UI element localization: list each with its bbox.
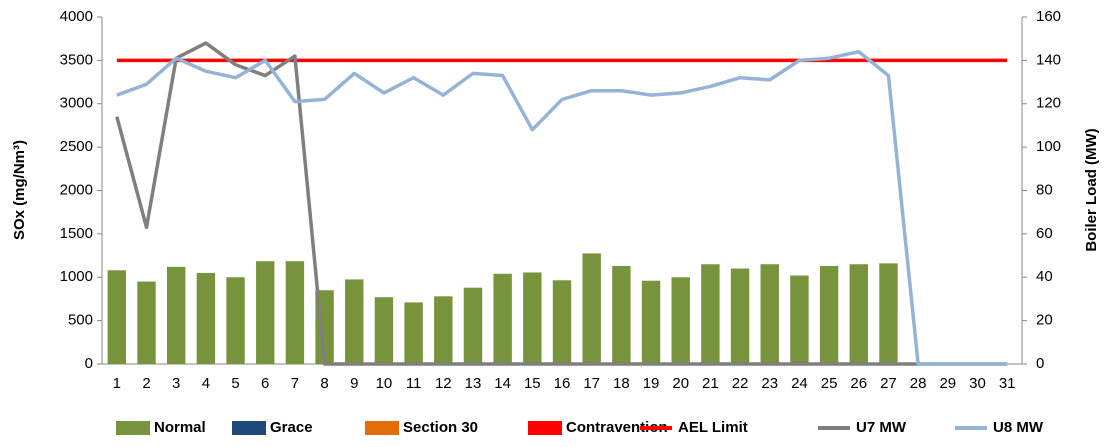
y-tick-label: 3000: [60, 95, 93, 112]
y2-tick-label: 20: [1036, 312, 1053, 329]
bar: [523, 272, 542, 364]
x-tick-label: 8: [320, 375, 328, 392]
bar: [107, 270, 127, 364]
y2-tick-label: 160: [1036, 8, 1061, 25]
x-tick-label: 4: [202, 375, 210, 392]
bar: [760, 264, 779, 364]
x-tick-label: 19: [643, 375, 660, 392]
bar: [345, 279, 364, 364]
x-tick-label: 21: [702, 375, 719, 392]
bar: [166, 266, 186, 364]
y2-tick-label: 120: [1036, 95, 1061, 112]
y-tick-label: 1500: [60, 225, 93, 242]
bar: [137, 281, 156, 364]
bar: [730, 268, 750, 364]
legend-label: Contravention: [566, 419, 668, 436]
x-tick-label: 6: [261, 375, 269, 392]
bar: [404, 302, 423, 364]
y2-tick-label: 80: [1036, 181, 1053, 198]
x-tick-label: 15: [524, 375, 541, 392]
y-tick-label: 1000: [60, 268, 93, 285]
x-tick-label: 26: [850, 375, 867, 392]
y-axis-title: SOx (mg/Nm³): [11, 140, 28, 240]
bar: [434, 296, 453, 364]
legend-label: Section 30: [403, 419, 478, 436]
y2-tick-label: 0: [1036, 355, 1044, 372]
bar: [226, 277, 245, 364]
x-tick-label: 9: [350, 375, 358, 392]
bar: [819, 265, 839, 364]
legend-swatch: [116, 421, 150, 435]
bar: [849, 264, 868, 364]
y2-tick-label: 60: [1036, 225, 1053, 242]
legend-label: U7 MW: [856, 419, 907, 436]
x-tick-label: 22: [732, 375, 749, 392]
x-tick-label: 16: [554, 375, 571, 392]
x-tick-label: 1: [113, 375, 121, 392]
line-series: [116, 49, 1008, 366]
legend-label: Grace: [270, 419, 313, 436]
x-tick-label: 14: [494, 375, 511, 392]
x-tick-label: 25: [821, 375, 838, 392]
x-tick-label: 31: [999, 375, 1016, 392]
bar: [879, 263, 898, 364]
y2-axis-title: Boiler Load (MW): [1083, 128, 1100, 251]
y-tick-label: 2500: [60, 138, 93, 155]
x-tick-label: 10: [376, 375, 393, 392]
y-tick-label: 0: [85, 355, 93, 372]
x-tick-label: 12: [435, 375, 452, 392]
y-tick-label: 4000: [60, 8, 93, 25]
y-tick-label: 3500: [60, 51, 93, 68]
y2-tick-label: 140: [1036, 51, 1061, 68]
y-tick-label: 500: [68, 312, 93, 329]
legend-label: U8 MW: [993, 419, 1044, 436]
x-tick-label: 29: [939, 375, 956, 392]
bar: [612, 265, 631, 364]
bar: [582, 253, 601, 364]
bar: [790, 275, 809, 364]
bar: [196, 272, 216, 364]
legend-label: AEL Limit: [678, 419, 748, 436]
bar: [701, 264, 720, 364]
x-tick-label: 18: [613, 375, 630, 392]
bar: [374, 297, 394, 364]
bar: [493, 273, 512, 364]
x-tick-label: 13: [465, 375, 482, 392]
bar: [671, 277, 690, 364]
x-tick-label: 24: [791, 375, 808, 392]
line-series: [115, 41, 1008, 366]
x-tick-label: 11: [406, 375, 422, 392]
x-tick-label: 20: [672, 375, 689, 392]
x-tick-label: 3: [172, 375, 180, 392]
y-tick-label: 2000: [60, 181, 93, 198]
legend-swatch: [365, 421, 399, 435]
x-tick-label: 23: [761, 375, 778, 392]
legend-label: Normal: [154, 419, 206, 436]
bar: [256, 261, 275, 364]
y2-tick-label: 100: [1036, 138, 1061, 155]
x-tick-label: 17: [583, 375, 600, 392]
y2-tick-label: 40: [1036, 268, 1053, 285]
legend-swatch: [232, 421, 266, 435]
legend-swatch: [528, 421, 562, 435]
bar: [641, 280, 661, 364]
bar: [463, 287, 483, 364]
x-tick-label: 28: [910, 375, 927, 392]
x-tick-label: 7: [291, 375, 299, 392]
x-tick-label: 5: [231, 375, 239, 392]
bar: [285, 261, 305, 364]
x-tick-label: 2: [142, 375, 150, 392]
x-tick-label: 27: [880, 375, 897, 392]
x-tick-label: 30: [969, 375, 986, 392]
bar: [552, 280, 572, 364]
